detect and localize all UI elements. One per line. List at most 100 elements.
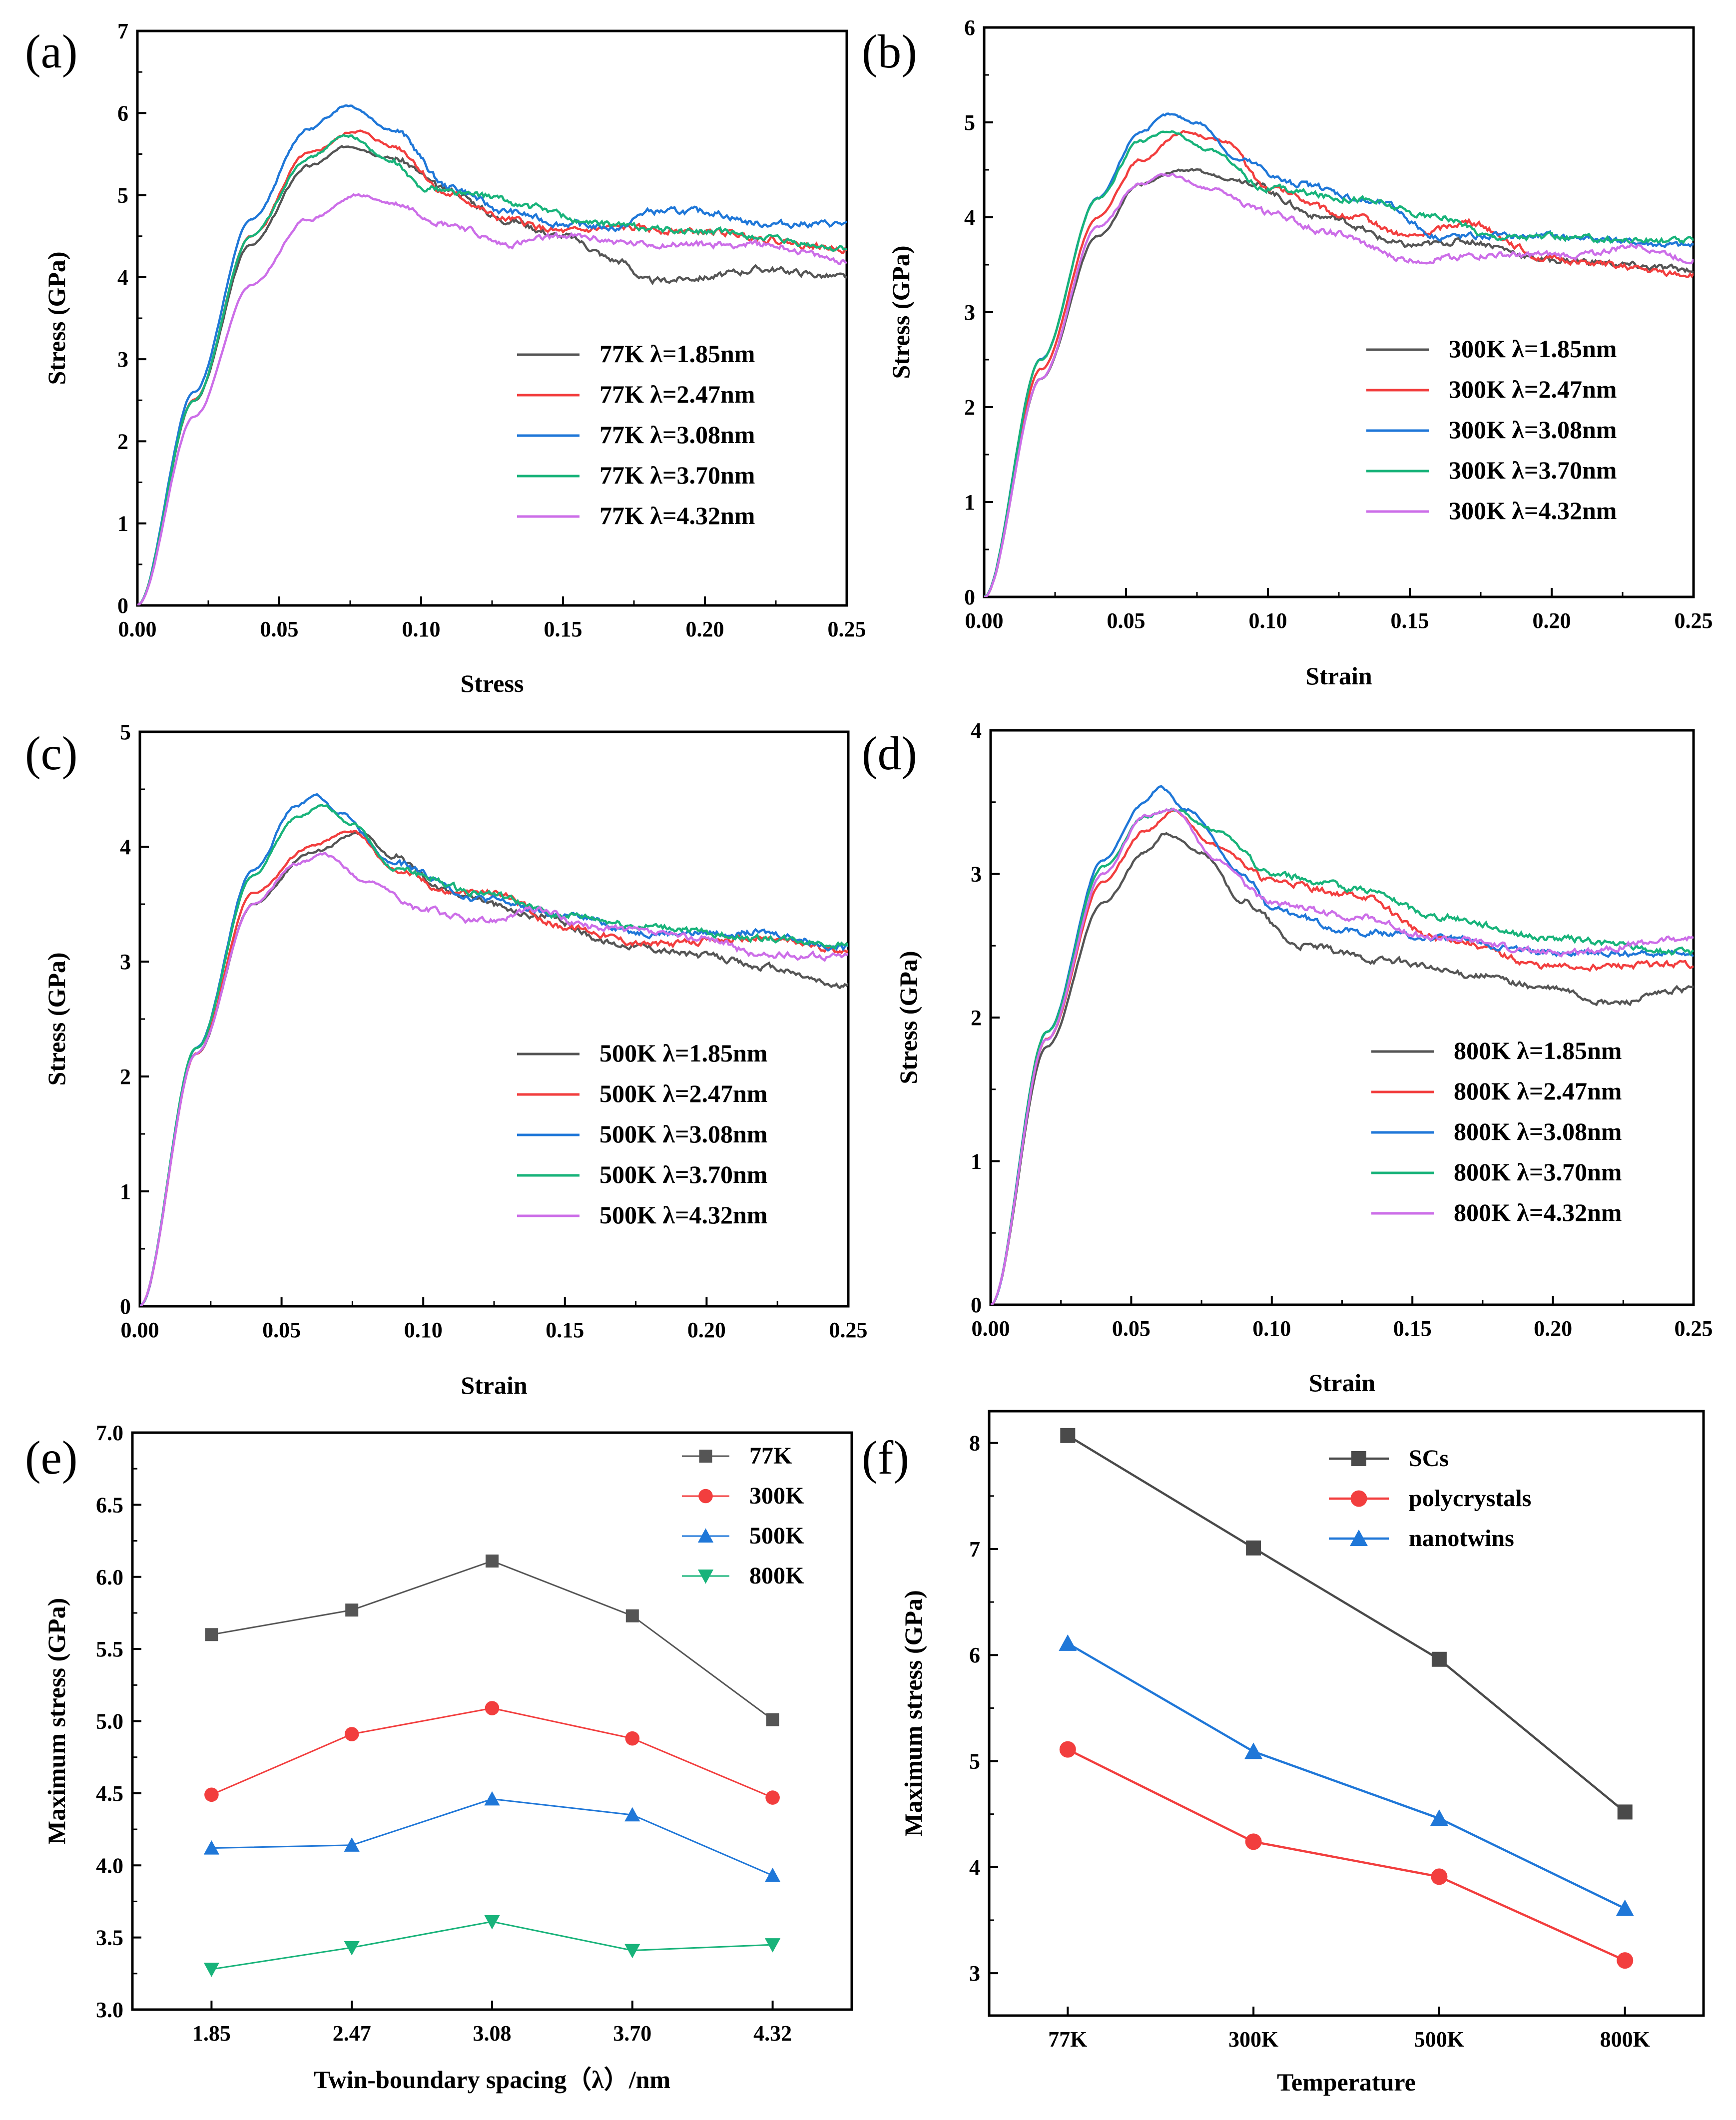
- data-point-1-3: [625, 1731, 640, 1746]
- legend-label: 500K λ=2.47nm: [599, 1079, 767, 1107]
- series-line-0: [1067, 1434, 1626, 1813]
- x-tick-label: 0.25: [1675, 1316, 1713, 1341]
- x-tick-label: 800K: [1600, 2027, 1650, 2052]
- x-tick-label: 0.25: [1675, 608, 1713, 633]
- data-point-2-3: [1616, 1899, 1634, 1916]
- legend-label: 500K λ=1.85nm: [599, 1039, 767, 1067]
- data-point-2-3: [624, 1807, 640, 1822]
- y-tick-label: 6.5: [96, 1493, 123, 1517]
- y-tick-label: 1: [971, 1149, 982, 1174]
- y-axis-title: Maximum stress (GPa): [899, 1590, 927, 1836]
- x-tick-label: 0.10: [1249, 608, 1287, 633]
- legend-label: 300K λ=2.47nm: [1449, 375, 1617, 403]
- series-line-2: [137, 104, 847, 605]
- series-line-3: [984, 130, 1694, 597]
- x-tick-label: 0.20: [687, 1318, 726, 1342]
- legend-label: 77K λ=3.08nm: [599, 421, 755, 449]
- x-tick-label: 1.85: [192, 2021, 231, 2046]
- x-tick-label: 0.00: [965, 608, 1004, 633]
- y-tick-label: 3.5: [96, 1926, 123, 1950]
- legend-label: polycrystals: [1409, 1485, 1531, 1512]
- legend-label: 300K λ=4.32nm: [1449, 497, 1617, 525]
- legend-label: 800K: [749, 1563, 804, 1589]
- y-tick-label: 6.0: [96, 1565, 123, 1590]
- legend-label: 800K λ=1.85nm: [1454, 1037, 1622, 1064]
- data-point-2-4: [765, 1867, 781, 1882]
- legend-marker: [698, 1489, 713, 1504]
- data-point-0-2: [1431, 1651, 1447, 1667]
- chart-panel-3: (d) 0 1 2 3 4 0.00 0.05 0.10 0.15 0.20 0.25 Strain St…: [862, 718, 1713, 1397]
- y-tick-label: 3: [120, 950, 131, 974]
- series-line-2: [140, 793, 848, 1306]
- x-tick-label: 0.20: [1534, 1316, 1572, 1341]
- legend-label: 500K: [749, 1523, 804, 1549]
- y-tick-label: 0: [971, 1293, 982, 1317]
- data-point-2-2: [1430, 1809, 1448, 1826]
- legend-label: 300K λ=3.08nm: [1449, 416, 1617, 444]
- data-point-3-4: [765, 1938, 781, 1953]
- x-tick-label: 3.08: [473, 2021, 512, 2046]
- legend-marker: [699, 1450, 712, 1463]
- legend-label: 77K λ=4.32nm: [599, 502, 755, 530]
- y-tick-label: 0: [964, 585, 975, 609]
- legend-label: 77K λ=3.70nm: [599, 461, 755, 489]
- panel-label: (e): [25, 1431, 77, 1484]
- y-tick-label: 6: [964, 15, 975, 40]
- data-point-0-0: [1060, 1428, 1076, 1443]
- y-tick-label: 3: [117, 347, 128, 372]
- chart-panel-5: (f) 3 4 5 6 7 8 77K 300K 500K 800K Temperature Maxim…: [862, 1410, 1705, 2096]
- legend-marker: [1351, 1451, 1366, 1466]
- y-axis-title: Stress (GPa): [42, 251, 70, 385]
- y-tick-label: 5.5: [96, 1637, 123, 1661]
- chart-panel-4: (e) 3.0 3.5 4.0 4.5 5.0 5.5 6.0 6.5 7.0 1.85 2.47 3.…: [25, 1421, 853, 2094]
- series-line-4: [984, 173, 1694, 597]
- x-tick-label: 0.15: [1391, 608, 1429, 633]
- x-tick-label: 0.10: [402, 617, 441, 641]
- data-point-3-2: [484, 1915, 500, 1930]
- legend-label: 77K λ=2.47nm: [599, 380, 755, 408]
- y-tick-label: 5: [969, 1749, 980, 1774]
- y-tick-label: 4.5: [96, 1781, 123, 1806]
- y-tick-label: 3: [969, 1961, 980, 1986]
- data-point-0-3: [625, 1609, 639, 1622]
- legend-label: 300K: [749, 1483, 804, 1509]
- data-point-1-0: [204, 1787, 219, 1802]
- data-point-2-0: [203, 1840, 219, 1855]
- series-line-3: [991, 807, 1694, 1305]
- x-tick-label: 2.47: [333, 2021, 371, 2046]
- legend-label: 800K λ=4.32nm: [1454, 1198, 1622, 1226]
- y-tick-label: 2: [964, 395, 975, 420]
- data-point-1-3: [1617, 1952, 1634, 1969]
- x-tick-label: 0.10: [1252, 1316, 1291, 1341]
- y-tick-label: 4: [971, 718, 982, 743]
- y-tick-label: 4: [969, 1855, 980, 1880]
- series-line-3: [140, 804, 848, 1306]
- series-line-2: [1067, 1642, 1626, 1910]
- data-point-1-2: [1431, 1868, 1448, 1885]
- y-tick-label: 4: [120, 835, 131, 859]
- data-point-0-2: [486, 1554, 499, 1568]
- data-point-2-2: [484, 1791, 500, 1806]
- x-tick-label: 0.15: [1393, 1316, 1432, 1341]
- x-axis-title: Stress: [461, 669, 524, 697]
- x-tick-label: 0.05: [262, 1318, 301, 1342]
- x-axis-title: Temperature: [1277, 2068, 1416, 2096]
- y-tick-label: 7: [969, 1537, 980, 1562]
- panel-label: (f): [862, 1431, 909, 1484]
- y-tick-label: 1: [964, 490, 975, 515]
- y-tick-label: 2: [120, 1064, 131, 1089]
- series-line-1: [991, 809, 1694, 1305]
- x-axis-title: Twin-boundary spacing（λ）/nm: [314, 2066, 670, 2094]
- y-tick-label: 7.0: [96, 1421, 123, 1445]
- x-tick-label: 300K: [1228, 2027, 1278, 2052]
- y-tick-label: 2: [117, 429, 128, 454]
- legend-label: 500K λ=3.70nm: [599, 1160, 767, 1188]
- legend-label: nanotwins: [1409, 1525, 1514, 1552]
- series-line-4: [991, 807, 1694, 1305]
- x-tick-label: 77K: [1048, 2027, 1087, 2052]
- x-tick-label: 0.05: [1112, 1316, 1151, 1341]
- legend-label: 800K λ=3.08nm: [1454, 1117, 1622, 1145]
- plot-frame: [988, 1410, 1705, 2017]
- y-tick-label: 3: [964, 300, 975, 325]
